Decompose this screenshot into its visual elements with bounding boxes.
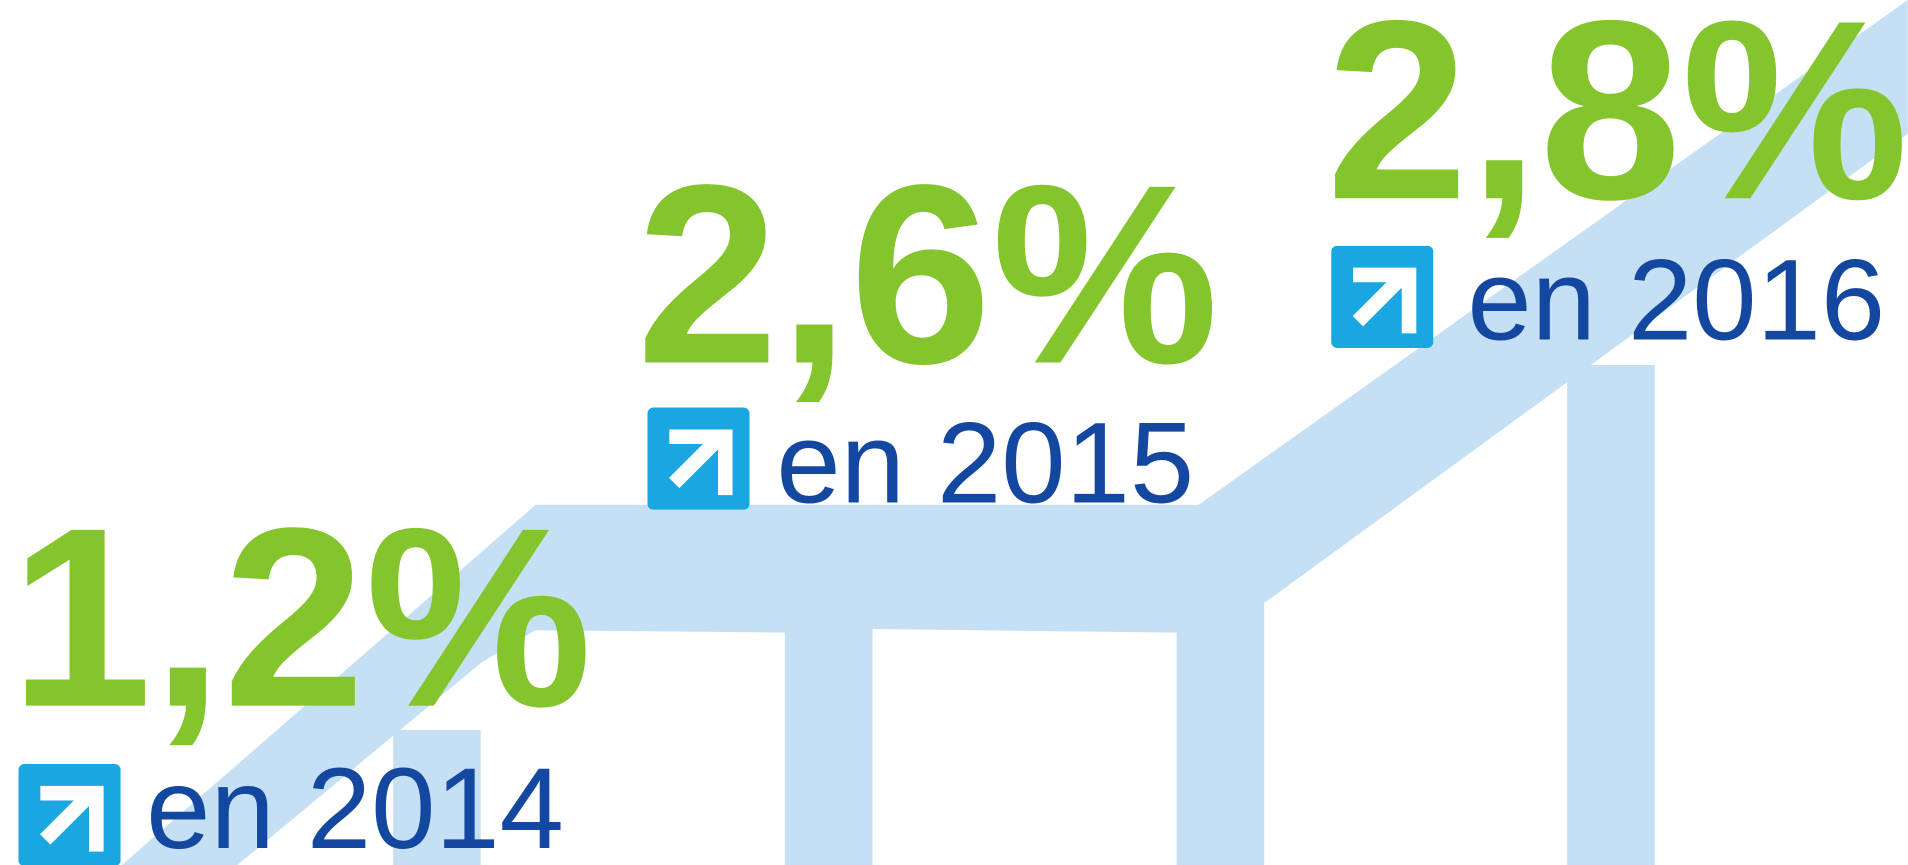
stat-year: en 2014	[146, 744, 564, 865]
stat-year: en 2015	[776, 398, 1194, 527]
stat-value: 2,8%	[1326, 0, 1908, 253]
stat-value: 2,6%	[636, 133, 1218, 418]
trend-up-icon	[1331, 246, 1433, 348]
stat-2016: 2,8% en 2016	[1326, 0, 1908, 364]
stat-year: en 2016	[1467, 235, 1885, 364]
trend-up-icon	[647, 408, 749, 510]
stat-2015: 2,6% en 2015	[636, 133, 1218, 528]
stat-value: 1,2%	[10, 476, 592, 761]
stat-2014: 1,2% en 2014	[10, 476, 592, 865]
trend-up-icon	[18, 764, 120, 865]
background-shape	[121, 0, 1908, 865]
